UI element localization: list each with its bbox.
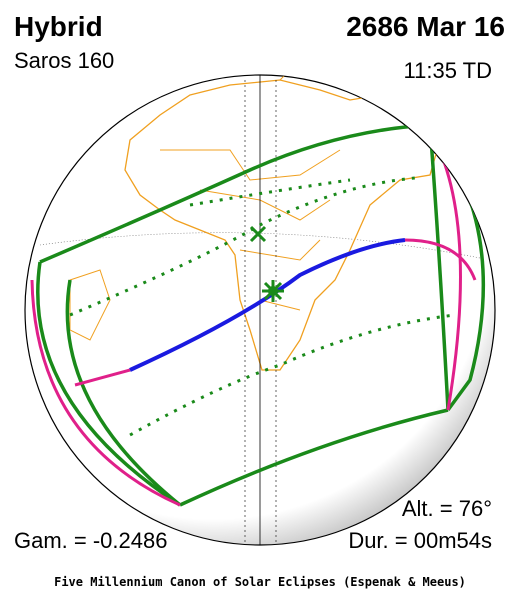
central-line: [129, 238, 406, 372]
central-line-end: [74, 368, 131, 387]
penumbra-west-inner: [65, 279, 182, 507]
eclipse-type: Hybrid: [14, 11, 103, 42]
duration: Dur. = 00m54s: [348, 528, 492, 553]
penumbra-dotted: [69, 176, 416, 317]
eclipse-date: 2686 Mar 16: [346, 11, 505, 42]
penumbra-east-limit: [428, 124, 450, 411]
gamma: Gam. = -0.2486: [14, 528, 167, 553]
time: 11:35 TD: [404, 58, 492, 83]
map-features: [30, 75, 486, 545]
borders: [160, 75, 421, 311]
penumbra-dotted: [129, 313, 456, 437]
penumbra-south-limit: [179, 408, 449, 507]
penumbra-dotted: [189, 178, 351, 207]
penumbra-north-limit: [39, 123, 431, 264]
subsolar-dot: [268, 286, 278, 296]
saros: Saros 160: [14, 48, 114, 73]
greatest-eclipse-marker: [249, 225, 267, 243]
altitude: Alt. = 76°: [402, 496, 492, 521]
footer: Five Millennium Canon of Solar Eclipses …: [54, 575, 466, 589]
rise-set-curve: [30, 279, 181, 507]
equator: [39, 232, 481, 259]
penumbra-west-limit: [36, 261, 181, 507]
central-line-end: [404, 238, 477, 281]
